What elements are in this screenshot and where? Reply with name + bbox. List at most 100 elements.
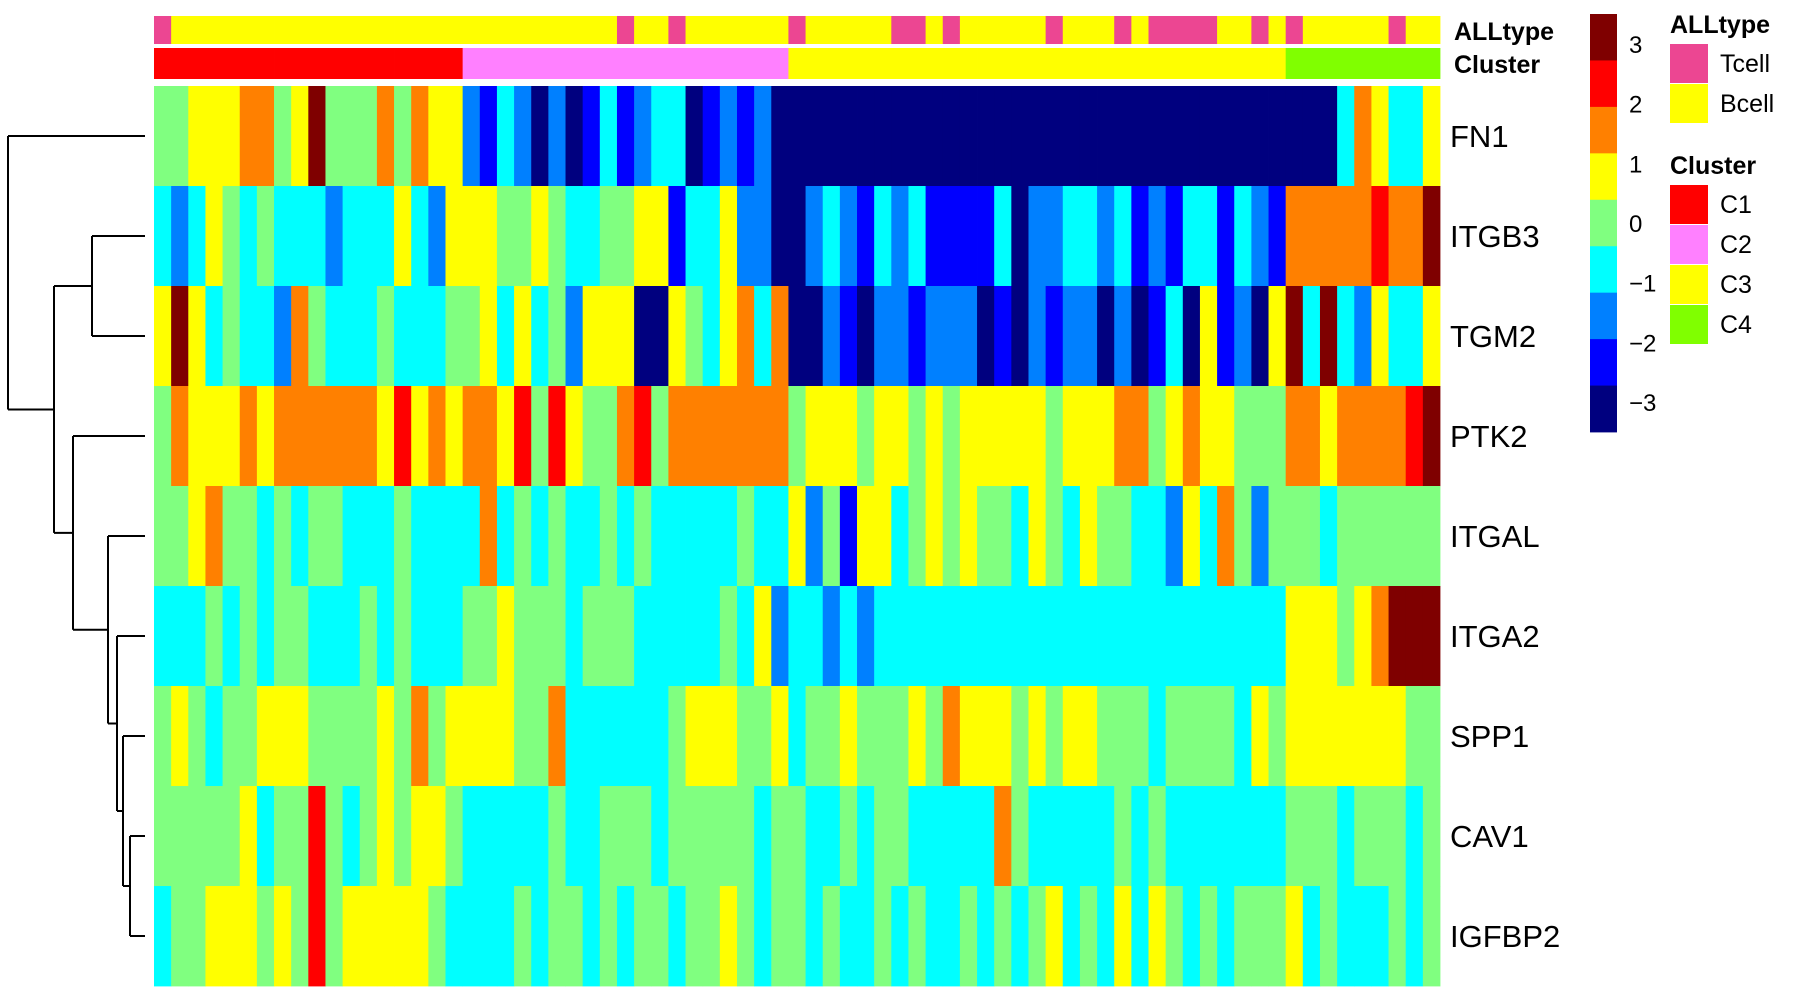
heatmap-cell bbox=[822, 586, 841, 687]
heatmap-cell bbox=[805, 386, 824, 487]
alltype-cell bbox=[376, 16, 395, 44]
heatmap-cell bbox=[1234, 686, 1252, 787]
cluster-legend-title: Cluster bbox=[1670, 152, 1756, 180]
heatmap-cell bbox=[1268, 186, 1287, 287]
heatmap-cell bbox=[616, 286, 635, 387]
heatmap-cell bbox=[634, 486, 652, 587]
heatmap-cell bbox=[462, 186, 481, 287]
heatmap-cell bbox=[1422, 486, 1441, 587]
heatmap-cell bbox=[359, 286, 378, 387]
heatmap-cell bbox=[342, 486, 361, 587]
cluster-cell bbox=[514, 48, 532, 79]
heatmap-cell bbox=[428, 86, 446, 187]
heatmap-cell bbox=[274, 86, 292, 187]
heatmap-cell bbox=[239, 386, 258, 487]
heatmap-cell bbox=[239, 86, 258, 187]
heatmap-cell bbox=[788, 286, 806, 387]
heatmap-cell bbox=[1319, 886, 1338, 987]
heatmap-cell bbox=[1011, 286, 1029, 387]
heatmap-cell bbox=[308, 886, 326, 987]
heatmap-cell bbox=[1337, 586, 1355, 687]
heatmap-cell bbox=[1079, 886, 1098, 987]
heatmap-cell bbox=[1268, 786, 1287, 887]
heatmap-cell bbox=[445, 686, 464, 787]
cluster-cell bbox=[325, 48, 344, 79]
heatmap-cell bbox=[376, 186, 395, 287]
heatmap-cell bbox=[1079, 486, 1098, 587]
heatmap-cell bbox=[599, 86, 618, 187]
heatmap-cell bbox=[1028, 586, 1047, 687]
cluster-cell bbox=[359, 48, 378, 79]
heatmap-cell bbox=[479, 586, 498, 687]
heatmap-cell bbox=[908, 686, 926, 787]
heatmap-cell bbox=[1422, 786, 1441, 887]
heatmap-cell bbox=[445, 786, 464, 887]
heatmap-cell bbox=[411, 886, 429, 987]
alltype-cell bbox=[359, 16, 378, 44]
legend-label: C2 bbox=[1720, 231, 1752, 259]
alltype-cell bbox=[188, 16, 206, 44]
alltype-cell bbox=[514, 16, 532, 44]
heatmap-cell bbox=[308, 586, 326, 687]
heatmap-cell bbox=[1045, 786, 1064, 887]
heatmap-cell bbox=[874, 86, 892, 187]
cluster-cell bbox=[445, 48, 464, 79]
heatmap-cell bbox=[565, 886, 584, 987]
legend-swatch bbox=[1670, 44, 1708, 83]
heatmap-cell bbox=[1062, 86, 1081, 187]
heatmap-cell bbox=[702, 486, 721, 587]
heatmap-cell bbox=[599, 286, 618, 387]
heatmap-cell bbox=[599, 186, 618, 287]
cluster-cell bbox=[874, 48, 892, 79]
heatmap-cell bbox=[822, 486, 841, 587]
heatmap-cell bbox=[1079, 386, 1098, 487]
color-scale-tick-label: 2 bbox=[1629, 92, 1642, 119]
heatmap-cell bbox=[1028, 86, 1047, 187]
cluster-cell bbox=[822, 48, 841, 79]
cluster-cell bbox=[531, 48, 549, 79]
cluster-cell bbox=[205, 48, 223, 79]
heatmap-cell bbox=[462, 286, 481, 387]
alltype-cell bbox=[1285, 16, 1304, 44]
heatmap-cell bbox=[634, 286, 652, 387]
heatmap-cell bbox=[719, 486, 738, 587]
heatmap-cell bbox=[531, 86, 549, 187]
heatmap-cell bbox=[308, 186, 326, 287]
cluster-cell bbox=[1319, 48, 1338, 79]
heatmap-cell bbox=[1302, 686, 1321, 787]
heatmap-cell bbox=[1079, 786, 1098, 887]
alltype-cell bbox=[599, 16, 618, 44]
heatmap-cell bbox=[1199, 86, 1218, 187]
heatmap-cell bbox=[685, 886, 704, 987]
heatmap-cell bbox=[394, 586, 412, 687]
cluster-cell bbox=[291, 48, 309, 79]
heatmap-cell bbox=[1371, 886, 1389, 987]
heatmap-cell bbox=[445, 886, 464, 987]
heatmap-cell bbox=[719, 786, 738, 887]
heatmap-cell bbox=[891, 386, 909, 487]
heatmap-cell bbox=[394, 86, 412, 187]
alltype-cell bbox=[154, 16, 172, 44]
cluster-cell bbox=[1114, 48, 1132, 79]
heatmap-cell bbox=[1097, 86, 1115, 187]
heatmap-cell bbox=[531, 386, 549, 487]
cluster-cell bbox=[1371, 48, 1389, 79]
heatmap-cell bbox=[394, 786, 412, 887]
heatmap-cell bbox=[839, 386, 858, 487]
heatmap-cell bbox=[1285, 786, 1304, 887]
heatmap-cell bbox=[651, 786, 669, 887]
heatmap-cell bbox=[205, 86, 223, 187]
cluster-bar-label: Cluster bbox=[1454, 51, 1540, 79]
row-label: ITGAL bbox=[1450, 519, 1540, 554]
heatmap-cell bbox=[154, 686, 172, 787]
legend-label: C4 bbox=[1720, 311, 1752, 339]
legend-label: C3 bbox=[1720, 271, 1752, 299]
heatmap-cells bbox=[154, 86, 1441, 987]
alltype-legend-title: ALLtype bbox=[1670, 11, 1770, 39]
heatmap-cell bbox=[1028, 286, 1047, 387]
heatmap-cell bbox=[874, 786, 892, 887]
heatmap-cell bbox=[325, 686, 344, 787]
heatmap-cell bbox=[719, 686, 738, 787]
heatmap-cell bbox=[171, 386, 189, 487]
heatmap-cell bbox=[479, 286, 498, 387]
